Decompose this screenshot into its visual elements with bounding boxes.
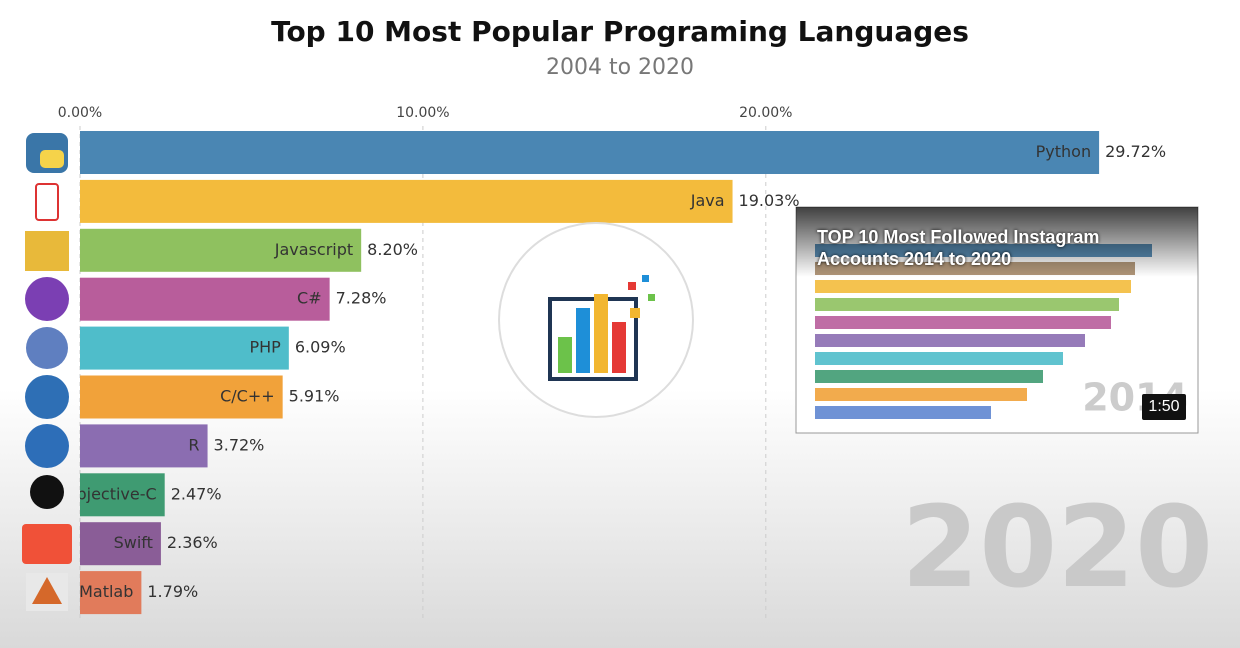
bar [80, 571, 142, 615]
bar-group: C/C++ [80, 375, 283, 419]
category-label: Javascript [274, 240, 353, 259]
value-label: 6.09% [295, 338, 346, 357]
category-label: C/C++ [220, 387, 275, 406]
bar [80, 375, 283, 419]
value-label: 2.47% [171, 484, 222, 503]
bar-group: Matlab [79, 571, 142, 615]
bar-group: PHP [80, 326, 289, 370]
center-logo [498, 222, 694, 418]
bar-group: C# [80, 277, 330, 321]
category-label: C# [297, 289, 322, 308]
bar [80, 228, 362, 272]
category-label: Java [690, 191, 725, 210]
x-tick-label: 10.00% [396, 105, 449, 121]
bar [80, 326, 289, 370]
bar [80, 424, 208, 468]
value-label: 19.03% [739, 191, 800, 210]
bar [80, 131, 1100, 174]
category-label: R [188, 435, 199, 454]
x-tick-label: 0.00% [58, 105, 102, 121]
category-label: Swift [114, 533, 153, 552]
chart-subtitle: 2004 to 2020 [546, 55, 694, 80]
value-label: 3.72% [214, 435, 265, 454]
language-icons [22, 133, 72, 611]
category-label: PHP [249, 338, 281, 357]
value-label: 5.91% [289, 387, 340, 406]
value-label: 29.72% [1105, 142, 1166, 161]
card-title[interactable]: TOP 10 Most Followed Instagram Accounts … [817, 227, 1100, 269]
chart-title: Top 10 Most Popular Programing Languages [271, 15, 969, 48]
bar [80, 522, 161, 566]
bar-group: Swift [80, 522, 161, 566]
bar-group: R [80, 424, 208, 468]
year-label: 2020 [901, 483, 1213, 613]
bar-group: Objective-C [64, 473, 165, 517]
bar-group: Java [80, 179, 733, 223]
value-label: 7.28% [336, 289, 387, 308]
value-label: 1.79% [147, 582, 198, 601]
category-label: Objective-C [64, 484, 157, 503]
category-label: Matlab [79, 582, 133, 601]
bar [80, 179, 733, 223]
x-tick-label: 20.00% [739, 105, 792, 121]
value-label: 8.20% [367, 240, 418, 259]
bar [80, 277, 330, 321]
bar-group: Python [80, 131, 1100, 174]
category-label: Python [1036, 142, 1091, 161]
value-label: 2.36% [167, 533, 218, 552]
bar [80, 473, 165, 517]
bar-group: Javascript [80, 228, 362, 272]
